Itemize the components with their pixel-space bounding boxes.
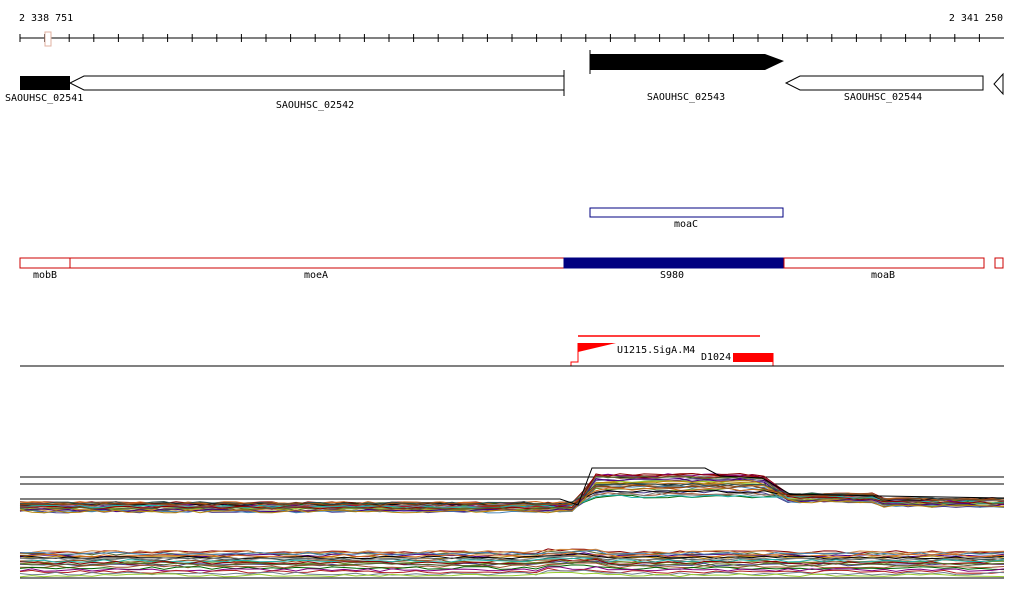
gene-saouhsc-02544[interactable] [784, 75, 984, 91]
feature-label-moac: moaC [673, 219, 699, 230]
gene-track [20, 50, 1004, 96]
feature-moac[interactable] [589, 207, 784, 218]
axis-end-label: 2 341 250 [948, 13, 1003, 24]
expression-curve-lower [19, 567, 1005, 574]
axis-start-label: 2 338 751 [19, 13, 74, 24]
expression-curve-upper [19, 480, 1005, 514]
promoter-track [20, 335, 1004, 367]
expression-curve-lower [19, 549, 1005, 556]
feature-label-moab: moaB [870, 270, 896, 281]
expression-track-upper [19, 467, 1005, 514]
gene-partial-right[interactable] [993, 72, 1004, 96]
gene-label-saouhsc-02542: SAOUHSC_02542 [275, 100, 355, 111]
gene-label-saouhsc-02544: SAOUHSC_02544 [843, 92, 923, 103]
expression-curve-lower [19, 557, 1005, 563]
expression-curve-lower [19, 560, 1005, 567]
feature-label-mobb: mobB [32, 270, 58, 281]
operon-track [19, 257, 1004, 269]
feature-mobb[interactable] [19, 257, 71, 269]
expression-curve-lower [19, 551, 1005, 558]
expression-curve-max [20, 467, 1005, 506]
promoter-d1024-marker[interactable] [733, 353, 773, 362]
expression-track-lower [19, 548, 1005, 579]
feature-s980[interactable] [563, 257, 785, 269]
feature-label-moea: moeA [303, 270, 329, 281]
gene-saouhsc-02543[interactable] [590, 54, 784, 70]
expression-curve-lower [19, 569, 1005, 576]
promoter-label-siga: U1215.SigA.M4 [617, 345, 696, 356]
promoter-siga-outline [570, 343, 579, 366]
promoter-siga-marker[interactable] [578, 343, 616, 352]
coordinate-ruler [19, 31, 1004, 47]
gene-saouhsc-02542[interactable] [68, 75, 565, 91]
position-marker[interactable] [44, 31, 52, 47]
feature-partial-right[interactable] [994, 257, 1004, 269]
feature-moab[interactable] [783, 257, 985, 269]
gene-label-saouhsc-02543: SAOUHSC_02543 [646, 92, 726, 103]
promoter-label-d1024: D1024 [701, 352, 732, 363]
feature-label-s980: S980 [659, 270, 685, 281]
expression-curve-lower [19, 571, 1005, 578]
gene-label-saouhsc-02541: SAOUHSC_02541 [5, 93, 84, 104]
feature-moea[interactable] [69, 257, 565, 269]
gene-saouhsc-02541[interactable] [20, 76, 70, 90]
expression-curve-upper [19, 472, 1005, 510]
